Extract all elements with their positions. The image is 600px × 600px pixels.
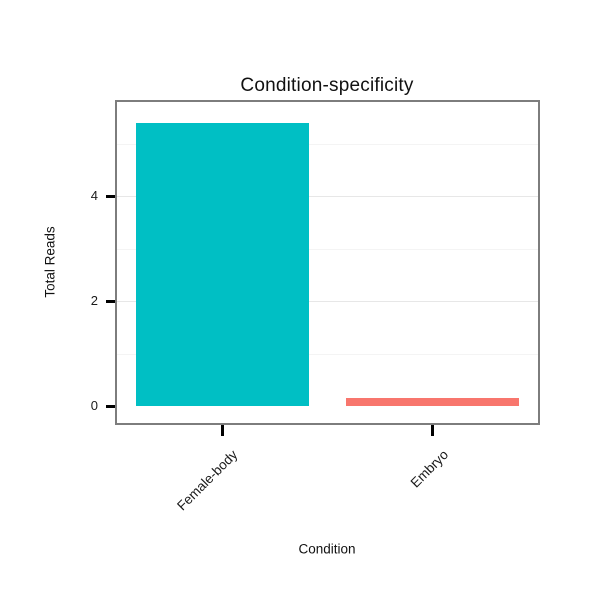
- x-axis-title: Condition: [298, 541, 356, 557]
- bar-female-body: [135, 122, 309, 406]
- x-tick-embryo: [431, 425, 435, 436]
- bar-embryo: [346, 398, 520, 406]
- y-axis-title: Total Reads: [42, 226, 58, 298]
- gridline-y-3: [117, 248, 538, 250]
- gridline-y-2: [117, 301, 538, 302]
- plot-panel: [115, 100, 540, 425]
- x-tick-label-female-body: Female-body: [174, 447, 241, 514]
- gridline-y-1: [117, 353, 538, 355]
- x-tick-label-embryo: Embryo: [407, 447, 452, 491]
- y-tick-label-0: 0: [90, 398, 98, 413]
- y-tick-0: [106, 404, 115, 408]
- chart-title: Condition-specificity: [240, 75, 414, 96]
- gridline-y-5: [117, 143, 538, 145]
- y-tick-label-2: 2: [90, 293, 98, 308]
- y-tick-label-4: 4: [90, 188, 98, 203]
- x-tick-female-body: [220, 425, 224, 436]
- gridline-y-4: [117, 196, 538, 197]
- y-tick-4: [106, 194, 115, 198]
- y-tick-2: [106, 299, 115, 303]
